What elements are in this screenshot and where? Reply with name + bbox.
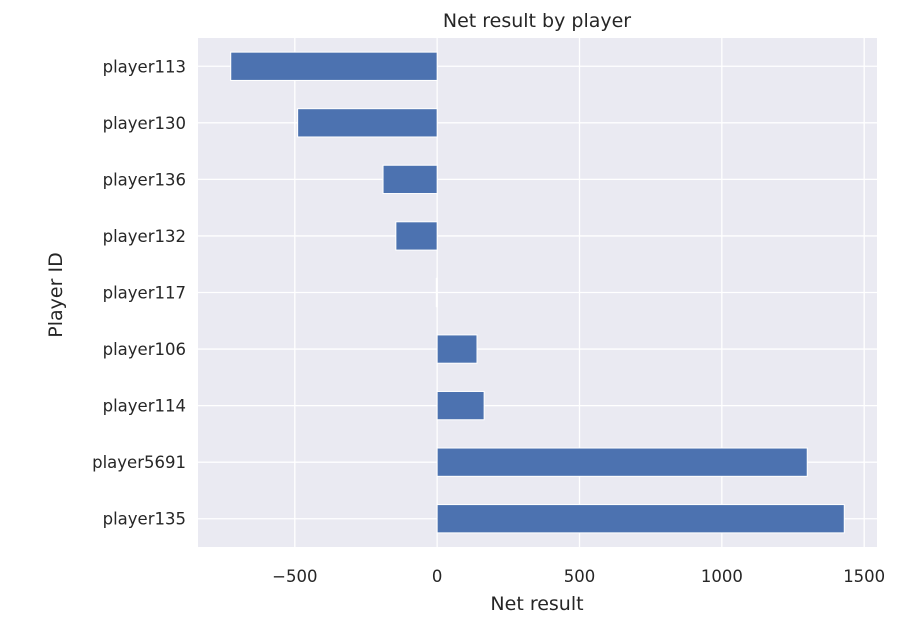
y-tick-label: player130 (103, 114, 186, 133)
bars (230, 51, 845, 534)
bar-player114 (436, 390, 485, 421)
x-axis-ticks: −500 0 500 1000 1500 (272, 567, 885, 586)
y-tick-label: player114 (103, 397, 186, 416)
bar-player135 (436, 504, 845, 534)
bar-player106 (436, 334, 478, 364)
x-tick-label: 1500 (843, 567, 885, 586)
x-tick-label: 1000 (701, 567, 743, 586)
x-tick-label: −500 (272, 567, 317, 586)
x-tick-label: 500 (564, 567, 596, 586)
y-tick-label: player135 (103, 510, 186, 529)
y-tick-label: player113 (103, 57, 186, 76)
y-axis-ticks: player113 player130 player136 player132 play… (92, 57, 186, 528)
bar-player130 (297, 108, 438, 138)
y-tick-label: player117 (103, 284, 186, 303)
bar-player117 (435, 277, 438, 308)
bar-player113 (230, 51, 438, 81)
bar-player132 (395, 221, 438, 251)
y-tick-label: player5691 (92, 453, 186, 472)
bar-player5691 (436, 447, 808, 477)
y-axis-label: Player ID (45, 252, 67, 337)
y-tick-label: player106 (103, 340, 186, 359)
chart-title: Net result by player (443, 10, 631, 32)
x-tick-label: 0 (432, 567, 443, 586)
x-axis-label: Net result (490, 593, 583, 615)
y-tick-label: player136 (103, 170, 186, 189)
y-tick-label: player132 (103, 227, 186, 246)
bar-player136 (382, 164, 438, 195)
